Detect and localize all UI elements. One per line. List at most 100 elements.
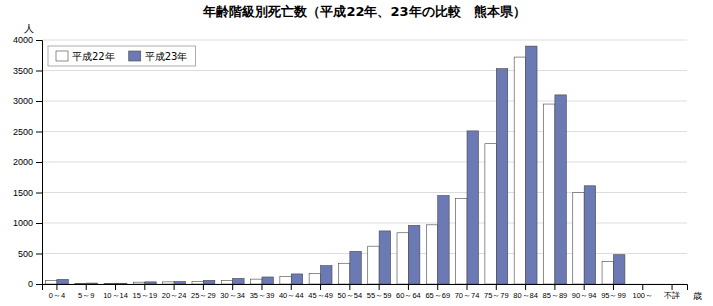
bar bbox=[75, 283, 86, 284]
x-tick: 20～24 bbox=[162, 284, 187, 300]
x-tick-mark bbox=[642, 284, 643, 290]
y-tick-label: 2500 bbox=[13, 127, 33, 137]
title: 年齢階級別死亡数（平成22年、23年の比較 熊本県） bbox=[202, 4, 525, 19]
x-tick: 70～74 bbox=[455, 284, 480, 300]
x-tick-label: 25～29 bbox=[191, 291, 216, 300]
y-tick-mark bbox=[36, 254, 42, 255]
y-tick-mark bbox=[36, 223, 42, 224]
x-tick-mark bbox=[144, 284, 145, 290]
x-tick: 5～9 bbox=[78, 284, 94, 300]
x-axis-label: 歳 bbox=[693, 291, 702, 301]
x-tick: 100～ bbox=[633, 284, 654, 300]
x-axis: 0～4 5～9 10～14 15～19 20～24 25～29 30～34 35～39 40～4… bbox=[43, 284, 688, 300]
bar bbox=[467, 131, 478, 284]
bar bbox=[350, 251, 361, 284]
y-tick-label: 500 bbox=[18, 249, 33, 259]
y-tick-label: 2000 bbox=[13, 157, 33, 167]
grid-line bbox=[42, 101, 687, 102]
x-tick-mark bbox=[554, 284, 555, 290]
x-tick-mark bbox=[349, 284, 350, 290]
x-tick-label: 55～59 bbox=[367, 291, 392, 300]
bar bbox=[221, 281, 232, 284]
x-tick-label: 40～44 bbox=[279, 291, 304, 300]
x-tick: 90～94 bbox=[572, 284, 597, 300]
y-tick-label: 3500 bbox=[13, 66, 33, 76]
legend-item: 平成22年 bbox=[56, 51, 115, 62]
bar bbox=[643, 284, 654, 285]
bar bbox=[661, 284, 672, 285]
bar bbox=[203, 280, 214, 284]
x-tick-label: 10～14 bbox=[103, 291, 128, 300]
legend-box bbox=[48, 46, 195, 66]
x-tick: 35～39 bbox=[250, 284, 275, 300]
x-tick: 10～14 bbox=[103, 284, 128, 300]
x-tick: 40～44 bbox=[279, 284, 304, 300]
x-tick: 不詳 bbox=[664, 284, 680, 300]
x-tick-mark bbox=[56, 284, 57, 290]
y-tick: 0 bbox=[28, 279, 42, 289]
y-tick: 1000 bbox=[13, 218, 42, 228]
bar bbox=[116, 283, 127, 284]
bar bbox=[133, 282, 144, 284]
bar-series bbox=[57, 46, 625, 284]
bar bbox=[291, 274, 302, 284]
x-tick-label: 30～34 bbox=[220, 291, 245, 300]
bar bbox=[86, 283, 97, 284]
x-tick-mark bbox=[437, 284, 438, 290]
x-tick-label: 65～69 bbox=[425, 291, 450, 300]
x-tick-label: 0～4 bbox=[49, 291, 65, 300]
legend-label: 平成23年 bbox=[145, 51, 188, 62]
x-tick: 15～19 bbox=[132, 284, 157, 300]
x-tick-mark bbox=[203, 284, 204, 290]
x-tick: 65～69 bbox=[425, 284, 450, 300]
x-axis-line bbox=[43, 285, 688, 291]
x-tick: 25～29 bbox=[191, 284, 216, 300]
x-tick: 85～89 bbox=[543, 284, 568, 300]
bar bbox=[397, 233, 408, 284]
x-tick-mark bbox=[379, 284, 380, 290]
bar bbox=[526, 46, 537, 284]
x-tick-label: 75～79 bbox=[484, 291, 509, 300]
y-tick-label: 4000 bbox=[13, 35, 33, 45]
x-tick-label: 85～89 bbox=[543, 291, 568, 300]
legend-label: 平成22年 bbox=[72, 51, 115, 62]
bar bbox=[584, 186, 595, 284]
bar bbox=[573, 193, 584, 285]
grid-line bbox=[42, 70, 687, 71]
bar bbox=[613, 255, 624, 284]
y-tick: 2500 bbox=[13, 127, 42, 137]
y-tick-mark bbox=[36, 101, 42, 102]
bar bbox=[251, 279, 262, 284]
legend: 平成22年 平成23年 bbox=[48, 46, 195, 66]
x-tick-label: 不詳 bbox=[664, 291, 680, 300]
grid-line bbox=[42, 40, 687, 41]
chart-svg: 050010001500200025003000350040000～45～910… bbox=[0, 0, 713, 306]
x-tick-label: 95～99 bbox=[601, 291, 626, 300]
x-tick-label: 90～94 bbox=[572, 291, 597, 300]
bar bbox=[46, 281, 57, 284]
y-tick: 2000 bbox=[13, 157, 42, 167]
x-tick-mark bbox=[86, 284, 87, 290]
x-tick-mark bbox=[496, 284, 497, 290]
y-tick-mark bbox=[36, 284, 42, 285]
legend-swatch bbox=[129, 51, 141, 61]
x-tick-mark bbox=[291, 284, 292, 290]
bar bbox=[496, 69, 507, 284]
grid bbox=[42, 40, 687, 284]
x-tick-mark bbox=[467, 284, 468, 290]
bar bbox=[408, 225, 419, 284]
bar bbox=[321, 266, 332, 284]
bars bbox=[46, 46, 625, 284]
x-tick-label: 35～39 bbox=[250, 291, 275, 300]
y-tick-label: 1500 bbox=[13, 188, 33, 198]
x-tick-label: 70～74 bbox=[455, 291, 480, 300]
bar bbox=[338, 263, 349, 284]
x-tick-label: 15～19 bbox=[132, 291, 157, 300]
y-tick-mark bbox=[36, 162, 42, 163]
plot-area: 050010001500200025003000350040000～45～910… bbox=[13, 35, 688, 300]
y-tick-mark bbox=[36, 40, 42, 41]
x-tick: 0～4 bbox=[49, 284, 65, 300]
x-tick: 30～34 bbox=[220, 284, 245, 300]
bar bbox=[379, 231, 390, 284]
y-tick: 500 bbox=[18, 249, 42, 259]
